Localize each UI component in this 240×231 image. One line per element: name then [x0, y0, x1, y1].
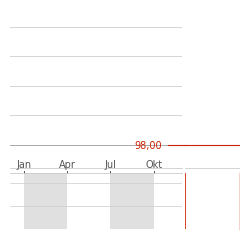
Text: Jan: Jan — [16, 159, 32, 169]
Text: Jul: Jul — [104, 159, 116, 169]
Text: Okt: Okt — [145, 159, 162, 169]
Text: 98,00: 98,00 — [134, 140, 162, 150]
Text: Apr: Apr — [59, 159, 76, 169]
Bar — [24, 173, 67, 229]
Bar — [110, 173, 154, 229]
